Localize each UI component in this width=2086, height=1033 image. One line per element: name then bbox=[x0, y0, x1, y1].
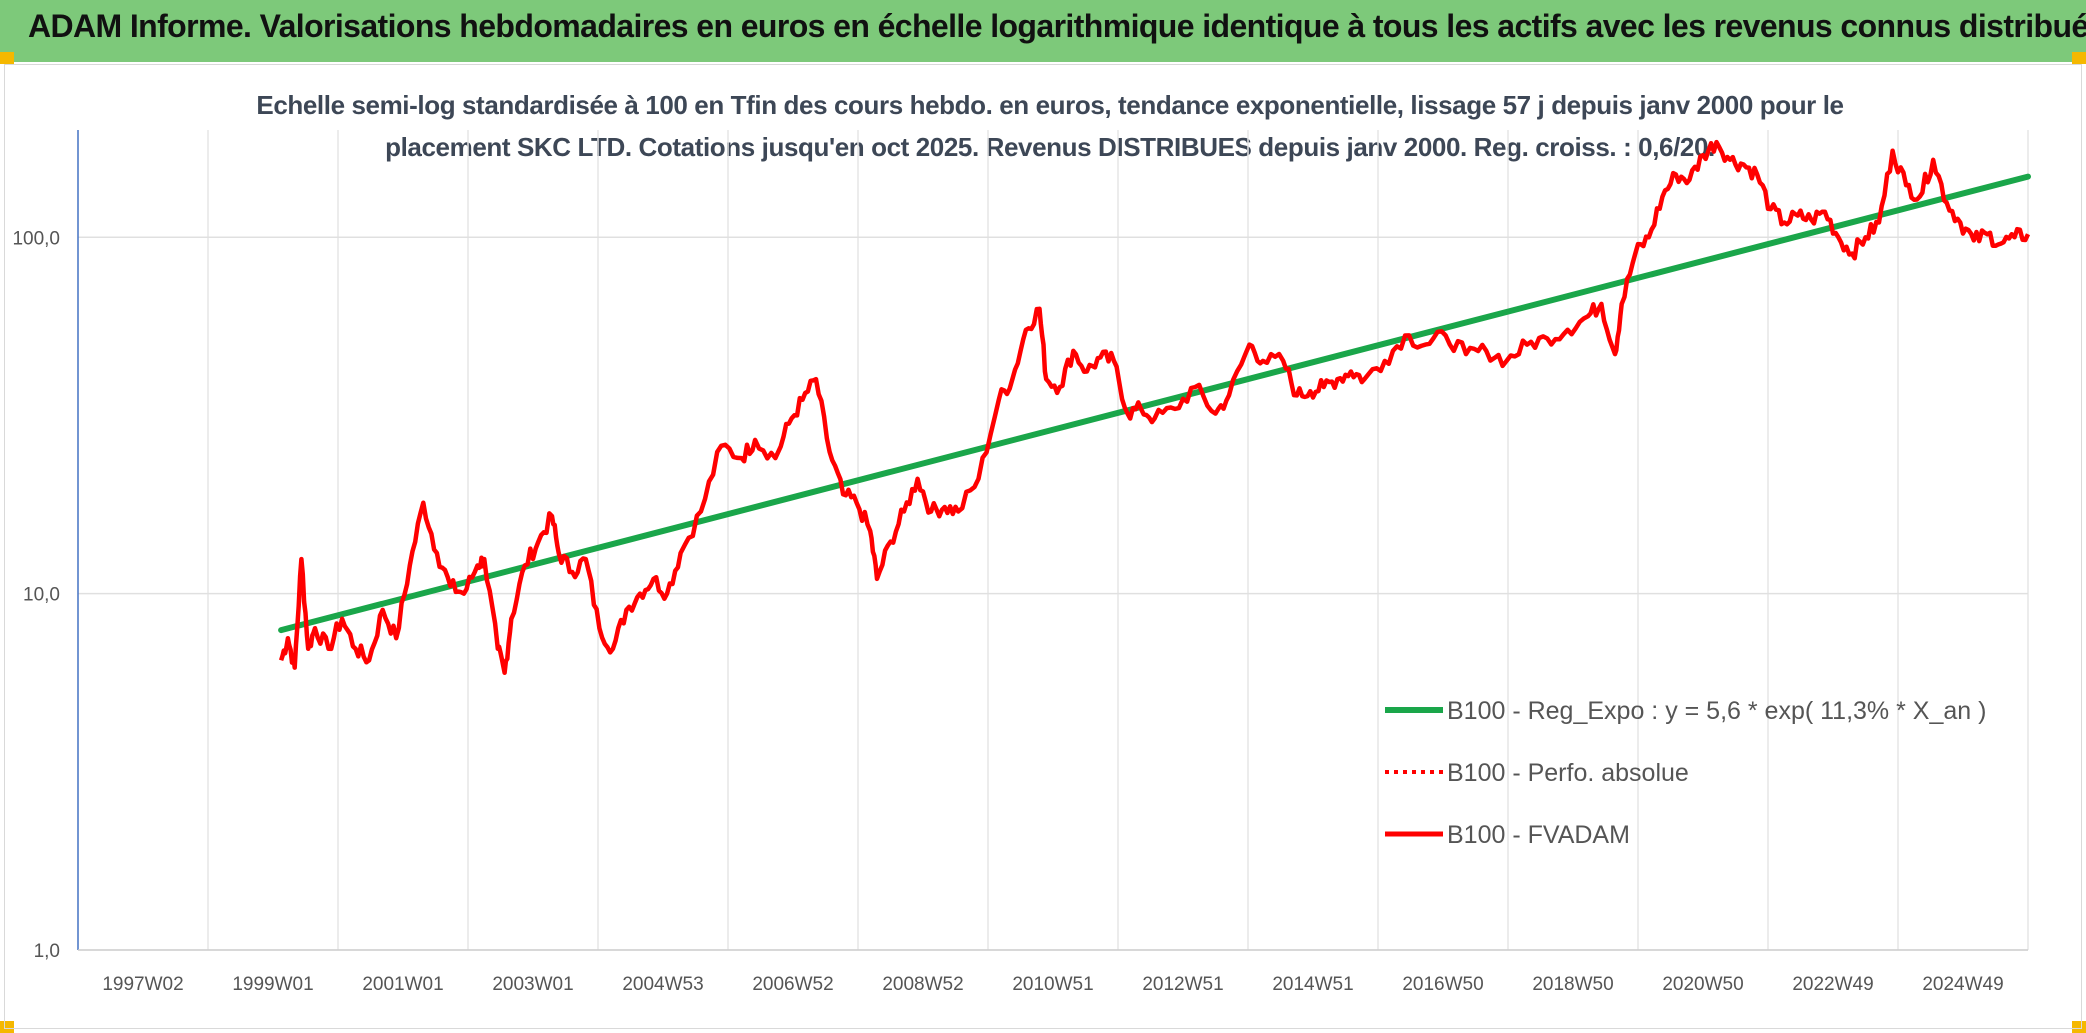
grid-lines bbox=[78, 130, 2029, 951]
x-tick-label: 2012W51 bbox=[1142, 974, 1223, 995]
data-series bbox=[278, 139, 2031, 675]
x-tick-label: 2006W52 bbox=[752, 974, 833, 995]
corner-marker bbox=[2072, 1021, 2086, 1033]
page-title: ADAM Informe. Valorisations hebdomadaire… bbox=[28, 8, 2086, 44]
axes: 1,0 10,0 100,0 1997W02 1999W01 2001W01 2003W01… bbox=[12, 130, 2028, 995]
chart-title-line2: placement SKC LTD. Cotations jusqu'en oc… bbox=[385, 132, 1715, 162]
y-tick-label: 1,0 bbox=[34, 941, 60, 962]
corner-marker bbox=[2072, 52, 2086, 64]
price-line bbox=[278, 139, 2031, 675]
legend-label: B100 - Perfo. absolue bbox=[1447, 759, 1689, 787]
x-tick-label: 2020W50 bbox=[1662, 974, 1743, 995]
header-banner: ADAM Informe. Valorisations hebdomadaire… bbox=[0, 0, 2086, 62]
x-tick-label: 2016W50 bbox=[1402, 974, 1483, 995]
regression-line bbox=[278, 173, 2031, 634]
x-tick-label: 2018W50 bbox=[1532, 974, 1613, 995]
x-tick-label: 1997W02 bbox=[102, 974, 183, 995]
corner-marker bbox=[0, 1021, 14, 1033]
x-tick-label: 2022W49 bbox=[1792, 974, 1873, 995]
x-tick-label: 2014W51 bbox=[1272, 974, 1353, 995]
chart-title-line1: Echelle semi-log standardisée à 100 en T… bbox=[256, 90, 1844, 120]
x-tick-label: 2001W01 bbox=[362, 974, 443, 995]
x-tick-label: 2010W51 bbox=[1012, 974, 1093, 995]
x-tick-label: 2003W01 bbox=[492, 974, 573, 995]
x-tick-label: 2004W53 bbox=[622, 974, 703, 995]
x-tick-label: 2008W52 bbox=[882, 974, 963, 995]
chart-area bbox=[4, 64, 2082, 1029]
legend: B100 - Reg_Expo : y = 5,6 * exp( 11,3% *… bbox=[1385, 697, 1986, 849]
legend-label: B100 - Reg_Expo : y = 5,6 * exp( 11,3% *… bbox=[1447, 697, 1986, 725]
y-tick-label: 100,0 bbox=[12, 228, 60, 249]
corner-marker bbox=[0, 52, 14, 64]
x-tick-label: 2024W49 bbox=[1922, 974, 2003, 995]
x-tick-label: 1999W01 bbox=[232, 974, 313, 995]
legend-label: B100 - FVADAM bbox=[1447, 821, 1630, 849]
y-tick-label: 10,0 bbox=[23, 585, 60, 606]
